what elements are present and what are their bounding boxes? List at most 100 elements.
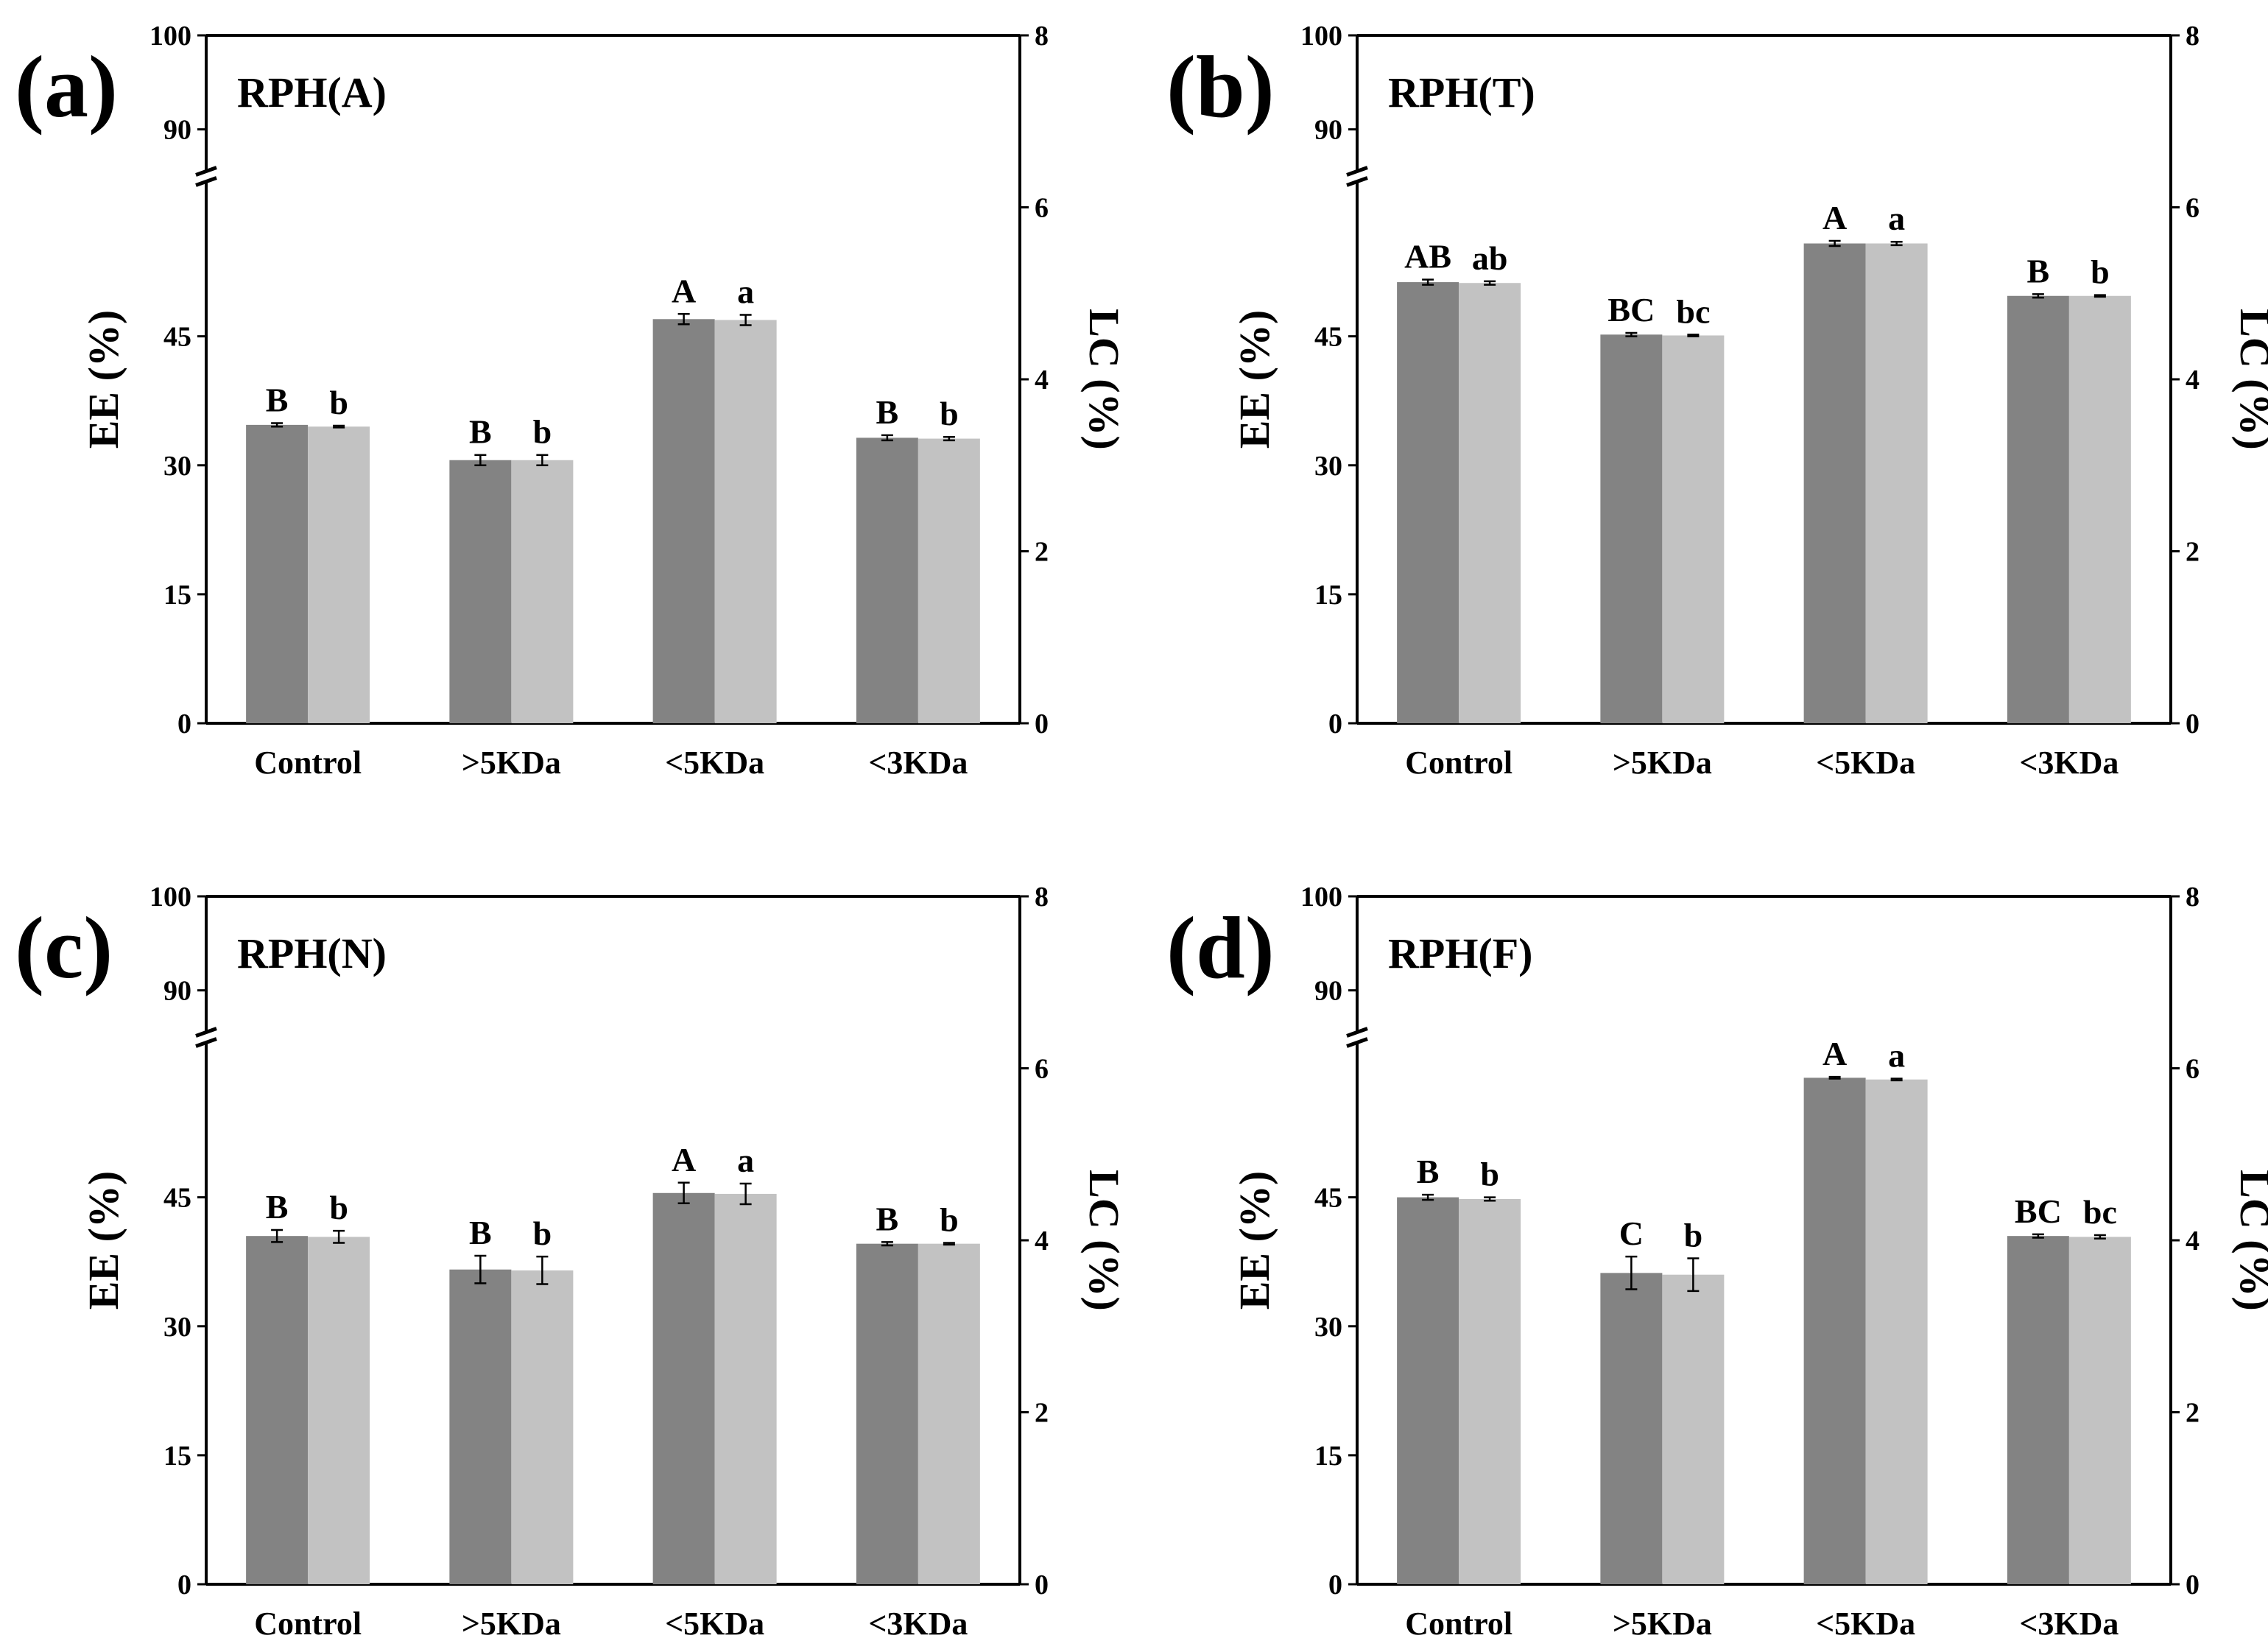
panel-title: RPH(F) (1388, 929, 1533, 977)
y-tick-label: 15 (163, 1441, 191, 1472)
y-tick-label: 30 (163, 1312, 191, 1343)
y-tick-label: 30 (1314, 1312, 1342, 1343)
bar-lc (2068, 1237, 2131, 1584)
y-right-tick-label: 0 (2186, 1570, 2200, 1600)
x-tick-label: Control (1405, 745, 1512, 781)
y-tick-label: 100 (149, 882, 191, 913)
bar-ee (652, 319, 715, 723)
significance-letter: B (469, 1214, 492, 1251)
axis-break-mark (195, 1027, 217, 1038)
y-right-tick-label: 8 (1035, 882, 1049, 913)
significance-letter: B (876, 393, 899, 431)
y-right-axis-label: LC (%) (2231, 1170, 2268, 1311)
y-tick-label: 45 (1314, 1183, 1342, 1214)
significance-letter: bc (1676, 292, 1710, 330)
significance-letter: B (2027, 252, 2050, 289)
x-tick-label: <5KDa (1816, 745, 1915, 781)
y-right-tick-label: 4 (2186, 365, 2200, 396)
y-axis-label: EE (%) (80, 310, 127, 449)
x-tick-label: Control (1405, 1606, 1512, 1642)
bar-ee (652, 1192, 715, 1584)
y-tick-label: 15 (1314, 1441, 1342, 1472)
x-tick-label: Control (254, 1606, 362, 1642)
y-tick-label: 90 (1314, 115, 1342, 146)
significance-letter: ab (1472, 239, 1508, 277)
bar-lc (511, 1270, 574, 1584)
significance-letter: b (940, 1201, 959, 1239)
panel-label: (a) (15, 38, 118, 136)
y-right-tick-label: 2 (1035, 537, 1049, 568)
significance-letter: b (329, 1189, 348, 1226)
panel-label: (d) (1166, 899, 1275, 997)
significance-letter: a (1888, 1037, 1905, 1075)
significance-letter: b (2091, 253, 2110, 291)
y-right-tick-label: 2 (2186, 537, 2200, 568)
bar-ee (2007, 1236, 2069, 1584)
y-tick-label: 45 (163, 1183, 191, 1214)
y-tick-label: 30 (1314, 451, 1342, 482)
significance-letter: AB (1404, 238, 1451, 275)
y-tick-label: 0 (177, 709, 191, 739)
y-right-tick-label: 0 (1035, 1570, 1049, 1600)
significance-letter: b (533, 413, 552, 451)
panel-title: RPH(A) (237, 68, 387, 116)
axis-break-mark (195, 166, 217, 177)
axis-break-mark (1346, 176, 1368, 187)
bar-lc (714, 320, 777, 723)
y-right-tick-label: 4 (1035, 1226, 1049, 1256)
bar-ee (2007, 295, 2069, 723)
y-right-axis-label: LC (%) (1080, 1170, 1128, 1311)
significance-letter: b (329, 384, 348, 421)
y-right-tick-label: 6 (2186, 1054, 2200, 1085)
y-axis-label: EE (%) (1230, 310, 1278, 449)
y-right-tick-label: 6 (2186, 193, 2200, 224)
bar-lc (308, 426, 370, 723)
x-tick-label: Control (254, 745, 362, 781)
significance-letter: b (1480, 1156, 1499, 1193)
y-right-tick-label: 8 (2186, 882, 2200, 913)
y-tick-label: 0 (177, 1570, 191, 1600)
axis-break-mark (195, 1037, 217, 1048)
axis-break-mark (1346, 1027, 1368, 1038)
x-tick-label: <3KDa (2019, 745, 2119, 781)
significance-letter: bc (2083, 1193, 2117, 1231)
bar-ee (1600, 1273, 1663, 1584)
y-right-tick-label: 2 (2186, 1398, 2200, 1429)
bar-ee (449, 460, 512, 723)
y-tick-label: 45 (163, 322, 191, 353)
x-tick-label: >5KDa (1613, 1606, 1712, 1642)
x-tick-label: <5KDa (665, 745, 764, 781)
y-right-tick-label: 4 (2186, 1226, 2200, 1256)
bar-lc (1459, 1198, 1521, 1584)
bar-ee (1397, 282, 1459, 723)
bar-ee (1803, 1078, 1866, 1584)
bar-ee (1397, 1197, 1459, 1584)
significance-letter: BC (1607, 291, 1655, 328)
x-tick-label: <3KDa (868, 1606, 968, 1642)
y-axis-label: EE (%) (1230, 1171, 1278, 1310)
y-right-tick-label: 8 (1035, 21, 1049, 52)
bar-lc (2068, 295, 2131, 723)
bar-lc (1459, 283, 1521, 723)
x-tick-label: >5KDa (1613, 745, 1712, 781)
bar-lc (918, 438, 980, 723)
bar-lc (918, 1243, 980, 1584)
y-right-axis-label: LC (%) (2231, 309, 2268, 450)
significance-letter: A (1822, 1035, 1847, 1072)
y-right-axis-label: LC (%) (1080, 309, 1128, 450)
significance-letter: B (1417, 1153, 1440, 1190)
bar-lc (1662, 335, 1725, 723)
axis-break-mark (1346, 166, 1368, 177)
y-tick-label: 0 (1328, 1570, 1342, 1600)
bar-ee (856, 1243, 918, 1584)
x-tick-label: <3KDa (2019, 1606, 2119, 1642)
x-tick-label: <5KDa (665, 1606, 764, 1642)
y-tick-label: 100 (149, 21, 191, 52)
y-tick-label: 90 (1314, 976, 1342, 1007)
y-right-tick-label: 0 (1035, 709, 1049, 739)
x-tick-label: <5KDa (1816, 1606, 1915, 1642)
significance-letter: a (737, 1142, 754, 1179)
y-right-tick-label: 0 (2186, 709, 2200, 739)
y-right-tick-label: 4 (1035, 365, 1049, 396)
